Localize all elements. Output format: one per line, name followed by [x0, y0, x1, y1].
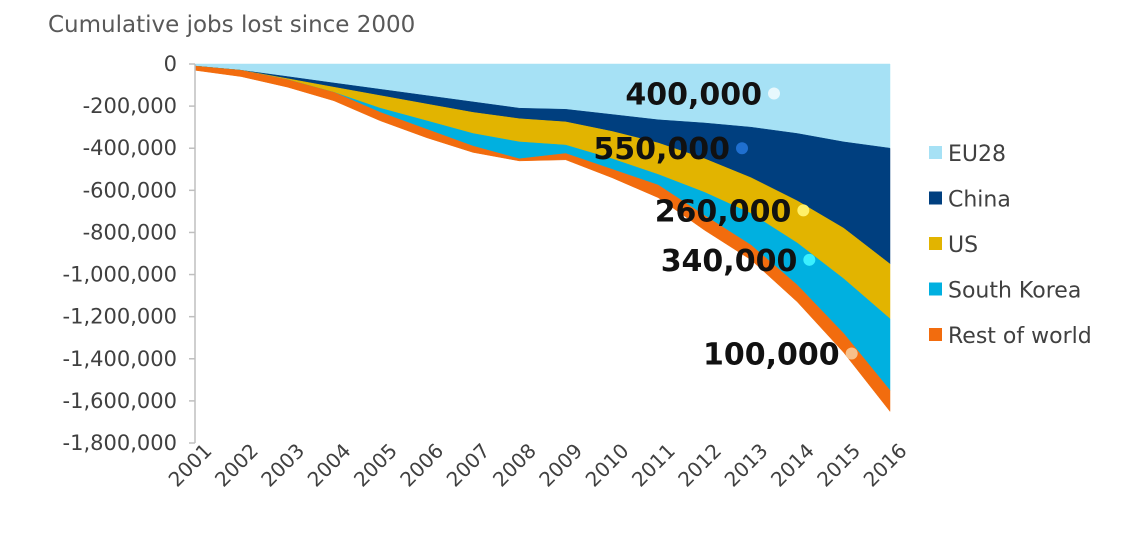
x-tick-label: 2003	[256, 439, 309, 492]
x-tick-label: 2013	[720, 439, 773, 492]
y-tick-label: -800,000	[83, 220, 177, 244]
legend-swatch	[929, 282, 942, 296]
callout-dot	[803, 253, 816, 266]
x-tick-label: 2014	[766, 439, 819, 492]
legend-label: Rest of world	[948, 324, 1092, 349]
y-axis: 0 -200,000 -400,000 -600,000 -800,000 -1,000,…	[63, 52, 196, 455]
y-tick-label: -1,000,000	[63, 263, 177, 287]
legend-swatch	[929, 328, 942, 341]
callout-label: 400,000	[625, 77, 762, 112]
x-tick-label: 2015	[812, 439, 865, 492]
y-tick-label: -600,000	[83, 178, 177, 202]
callout-dot	[768, 87, 780, 100]
callouts: 400,000 550,000 260,000 340,000 100,000	[593, 77, 858, 373]
y-tick-label: -1,600,000	[63, 389, 177, 413]
legend-swatch	[929, 237, 942, 250]
y-tick-label: -1,400,000	[63, 347, 177, 371]
x-tick-label: 2011	[627, 439, 680, 492]
legend-swatch	[929, 191, 942, 205]
callout-label: 550,000	[593, 132, 730, 167]
y-tick-label: -200,000	[83, 94, 177, 118]
y-tick-label: -1,200,000	[63, 305, 177, 329]
x-tick-label: 2009	[534, 439, 587, 492]
callout-label: 100,000	[703, 338, 840, 373]
x-tick-label: 2002	[210, 439, 263, 492]
x-tick-label: 2010	[581, 439, 634, 492]
legend-label: EU28	[948, 142, 1006, 167]
x-tick-label: 2006	[395, 439, 448, 492]
callout-dot	[845, 347, 858, 360]
legend-swatch	[929, 146, 942, 159]
y-tick-label: 0	[164, 52, 177, 76]
area-rest-of-world	[194, 65, 891, 413]
x-axis: 2001200220032004200520062007200820092010…	[164, 439, 912, 492]
x-tick-label: 2008	[488, 439, 541, 492]
legend-label: US	[948, 233, 978, 258]
area-layers	[194, 63, 891, 413]
x-tick-label: 2016	[859, 439, 912, 492]
x-tick-label: 2004	[303, 439, 356, 492]
x-tick-label: 2012	[673, 439, 726, 492]
legend-label: South Korea	[948, 279, 1081, 304]
callout-label: 260,000	[655, 194, 792, 229]
x-tick-label: 2007	[442, 439, 495, 492]
y-tick-label: -1,800,000	[63, 431, 177, 455]
legend: EU28 China US South Korea Rest of world	[929, 142, 1092, 349]
chart-title: Cumulative jobs lost since 2000	[48, 12, 415, 38]
legend-label: China	[948, 188, 1011, 213]
x-tick-label: 2005	[349, 439, 402, 492]
callout-label: 340,000	[661, 244, 798, 279]
callout-dot	[736, 142, 748, 155]
y-tick-label: -400,000	[83, 136, 177, 160]
callout-dot	[797, 204, 810, 217]
